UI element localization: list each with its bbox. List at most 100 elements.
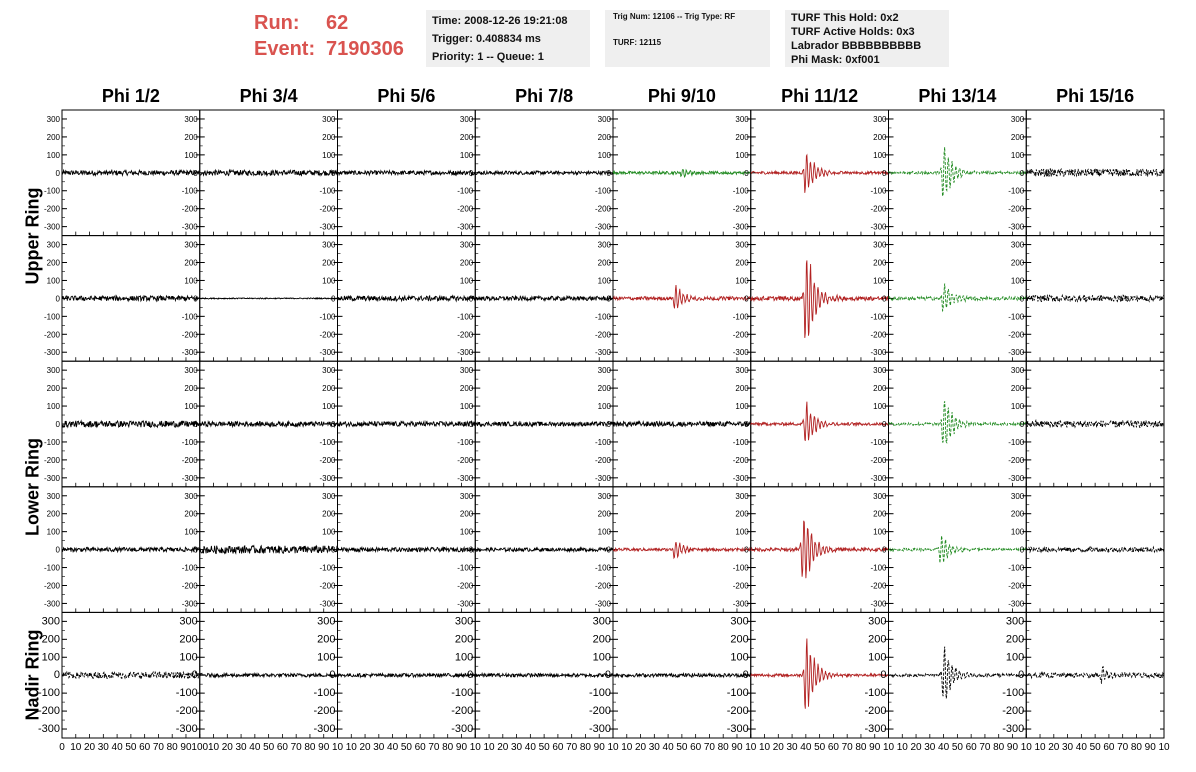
- y-tick-label: -200: [176, 705, 198, 717]
- event-line: Event: 7190306: [254, 36, 404, 62]
- y-tick-label: 0: [193, 546, 198, 555]
- y-tick-label: 300: [322, 492, 336, 501]
- y-tick-label: 300: [317, 615, 335, 627]
- y-tick-label: 200: [322, 384, 336, 393]
- y-tick-label: 200: [598, 510, 612, 519]
- y-tick-label: 300: [184, 492, 198, 501]
- y-tick-label: 200: [730, 633, 748, 645]
- x-tick-label: 60: [277, 742, 289, 753]
- waveform-trace: [337, 419, 476, 429]
- y-tick-label: 300: [730, 615, 748, 627]
- y-tick-label: -100: [182, 187, 199, 196]
- y-tick-label: 300: [735, 492, 749, 501]
- y-tick-label: -100: [176, 687, 198, 699]
- event-time-box: Time: 2008-12-26 19:21:08 Trigger: 0.408…: [426, 10, 590, 67]
- y-tick-label: 300: [184, 115, 198, 124]
- y-tick-label: -200: [1002, 705, 1024, 717]
- waveform-trace: [475, 294, 614, 303]
- y-tick-label: -200: [1008, 581, 1025, 590]
- y-tick-label: 100: [460, 276, 474, 285]
- y-tick-label: -200: [182, 330, 199, 339]
- y-tick-label: 0: [743, 669, 749, 681]
- y-tick-label: 0: [192, 669, 198, 681]
- turf-hold-text: TURF This Hold: 0x2: [791, 12, 899, 24]
- x-tick-label: 70: [842, 742, 854, 753]
- y-tick-label: -100: [733, 438, 750, 447]
- y-tick-label: 300: [868, 615, 886, 627]
- y-tick-label: -100: [1008, 187, 1025, 196]
- y-tick-label: 300: [1011, 115, 1025, 124]
- y-tick-label: 0: [469, 420, 474, 429]
- waveform-trace: [1025, 167, 1165, 178]
- event-value: 7190306: [326, 38, 404, 60]
- x-tick-label: 40: [1076, 742, 1088, 753]
- y-tick-label: -200: [1008, 456, 1025, 465]
- waveform-trace: [750, 401, 889, 442]
- x-tick-label: 80: [442, 742, 454, 753]
- y-tick-label: -100: [1008, 312, 1025, 321]
- y-tick-label: 100: [873, 151, 887, 160]
- y-tick-label: 300: [460, 241, 474, 250]
- y-tick-label: -200: [182, 456, 199, 465]
- y-tick-label: 300: [322, 115, 336, 124]
- y-tick-label: -300: [319, 474, 336, 483]
- y-tick-label: -200: [733, 581, 750, 590]
- y-tick-label: 100: [598, 151, 612, 160]
- x-tick-label: 10: [745, 742, 757, 753]
- waveform-trace: [888, 646, 1027, 699]
- y-tick-label: 300: [593, 615, 611, 627]
- x-tick-label: 80: [1131, 742, 1143, 753]
- y-tick-label: -300: [595, 599, 612, 608]
- y-tick-label: -300: [595, 348, 612, 357]
- waveform-trace: [337, 671, 476, 679]
- x-tick-label: 10: [607, 742, 619, 753]
- y-tick-label: 200: [47, 510, 61, 519]
- y-tick-label: 300: [598, 115, 612, 124]
- waveform-trace: [61, 294, 201, 303]
- y-tick-label: 200: [735, 510, 749, 519]
- y-tick-label: -200: [595, 456, 612, 465]
- y-tick-label: -200: [319, 205, 336, 214]
- x-tick-label: 30: [1062, 742, 1074, 753]
- y-tick-label: 200: [873, 510, 887, 519]
- y-tick-label: -100: [319, 187, 336, 196]
- x-tick-label: 20: [635, 742, 647, 753]
- y-tick-label: 0: [1020, 420, 1025, 429]
- x-tick-label: 80: [580, 742, 592, 753]
- y-tick-label: 100: [184, 276, 198, 285]
- y-tick-label: 300: [598, 241, 612, 250]
- y-tick-label: -300: [589, 723, 611, 735]
- waveform-trace: [199, 671, 338, 679]
- y-tick-label: -100: [457, 187, 474, 196]
- y-tick-label: -300: [457, 348, 474, 357]
- y-tick-label: -300: [44, 348, 61, 357]
- y-tick-label: -300: [870, 599, 887, 608]
- y-tick-label: 100: [322, 151, 336, 160]
- y-tick-label: -300: [870, 223, 887, 232]
- y-tick-label: 100: [735, 151, 749, 160]
- y-tick-label: 200: [184, 259, 198, 268]
- x-tick-label: 70: [291, 742, 303, 753]
- y-tick-label: 300: [460, 366, 474, 375]
- y-tick-label: 100: [873, 276, 887, 285]
- waveform-trace: [612, 168, 752, 179]
- y-tick-label: 300: [460, 115, 474, 124]
- event-label: Event:: [254, 38, 316, 60]
- y-tick-label: 0: [607, 420, 612, 429]
- x-tick-label: 60: [966, 742, 978, 753]
- x-tick-label: 90: [318, 742, 330, 753]
- y-tick-label: -100: [44, 564, 61, 573]
- y-tick-label: 0: [607, 546, 612, 555]
- y-tick-label: -100: [1008, 438, 1025, 447]
- y-tick-label: -200: [589, 705, 611, 717]
- y-tick-label: -300: [457, 474, 474, 483]
- y-tick-label: 100: [179, 651, 197, 663]
- waveform-trace: [888, 147, 1027, 197]
- y-tick-label: 200: [455, 633, 473, 645]
- waveform-trace: [612, 671, 752, 679]
- x-tick-label: 50: [401, 742, 413, 753]
- y-tick-label: 100: [460, 528, 474, 537]
- x-tick-label: 40: [249, 742, 261, 753]
- y-tick-label: -200: [457, 456, 474, 465]
